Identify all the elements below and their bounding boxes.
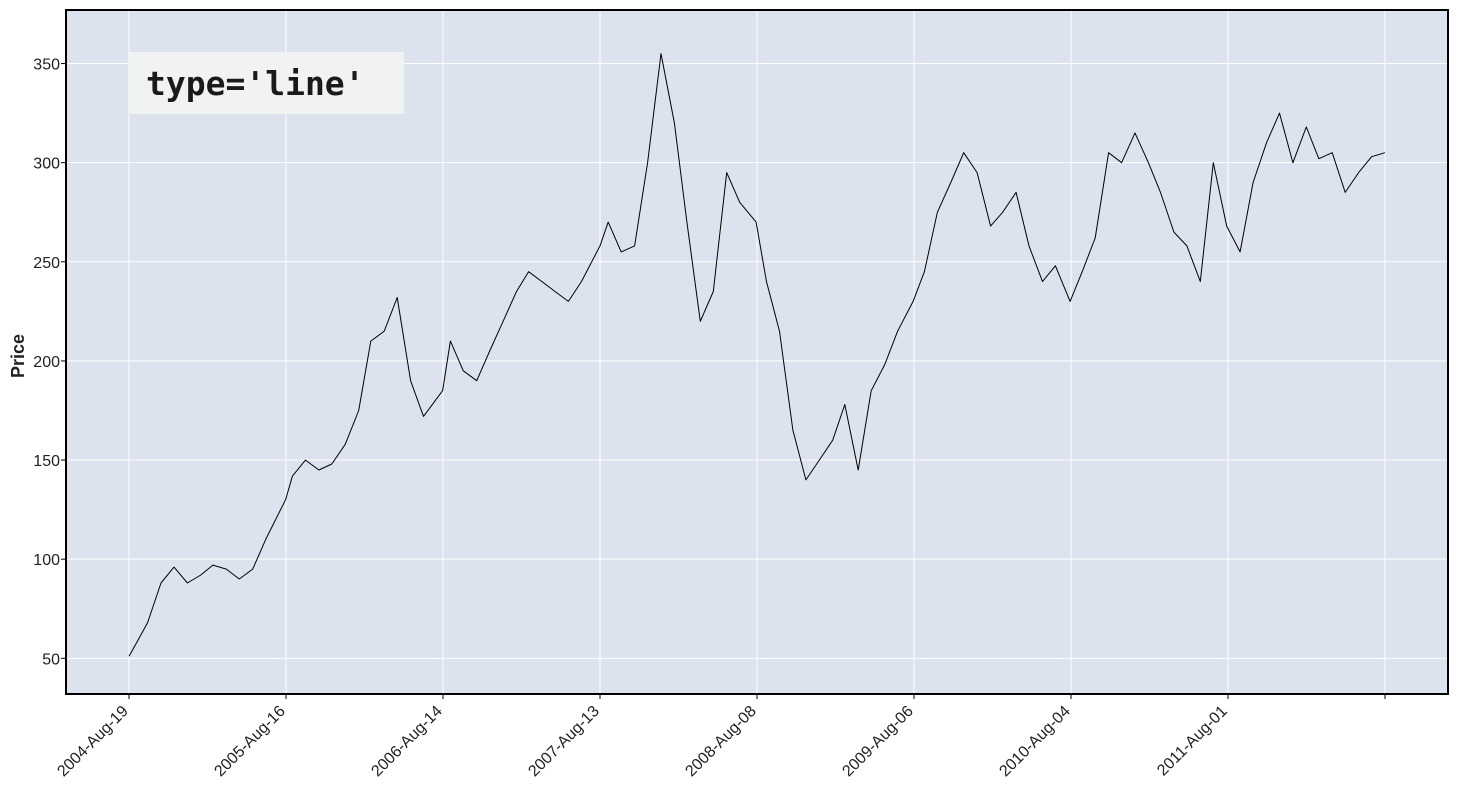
y-tick-label: 100 — [33, 552, 60, 569]
y-tick-label: 350 — [33, 57, 60, 74]
x-tick-label: 2009-Aug-06 — [839, 703, 917, 781]
x-tick-label: 2008-Aug-08 — [682, 703, 760, 781]
y-axis-title: Price — [8, 334, 28, 378]
price-line — [128, 53, 1386, 657]
y-tick-label: 150 — [33, 453, 60, 470]
annotation-background — [130, 52, 404, 114]
x-tick-label: 2004-Aug-19 — [54, 703, 132, 781]
annotation-box: type='line' — [130, 52, 404, 114]
y-axis-ticks: 50 100 150 200 250 300 350 — [33, 57, 66, 668]
x-axis-ticks: 2004-Aug-19 2005-Aug-16 2006-Aug-14 2007-Au… — [54, 694, 1386, 781]
grid-lines — [66, 10, 1448, 694]
y-tick-label: 250 — [33, 255, 60, 272]
x-tick-label: 2005-Aug-16 — [211, 703, 289, 781]
x-tick-label: 2010-Aug-04 — [996, 703, 1074, 781]
x-tick-label: 2011-Aug-01 — [1154, 703, 1231, 780]
annotation-text: type='line' — [146, 64, 365, 103]
x-tick-label: 2007-Aug-13 — [525, 703, 603, 781]
y-tick-label: 50 — [42, 651, 60, 668]
y-tick-label: 300 — [33, 156, 60, 173]
x-tick-label: 2006-Aug-14 — [368, 703, 446, 781]
y-tick-label: 200 — [33, 354, 60, 371]
